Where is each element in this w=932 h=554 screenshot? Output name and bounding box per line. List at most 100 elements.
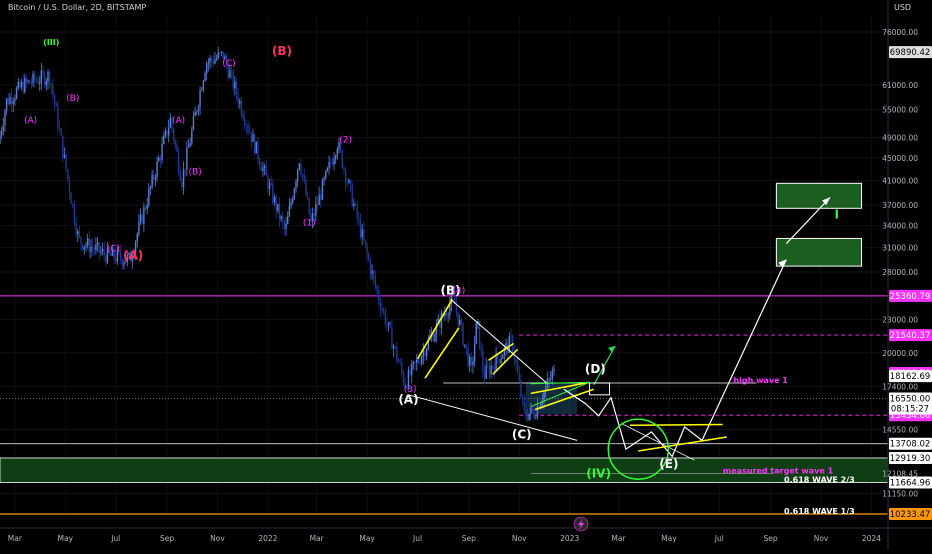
candle-body (5, 98, 8, 112)
candle-body (482, 350, 484, 372)
price-tag (889, 437, 932, 450)
candle-body (515, 359, 517, 364)
sub-wave-label: (B) (189, 168, 202, 178)
projection-path-upper (785, 196, 831, 245)
candle-body (40, 70, 43, 83)
candle-body (354, 203, 357, 205)
price-tag (889, 289, 932, 302)
candle-body (229, 70, 231, 78)
arrow-head-icon (608, 345, 616, 353)
price-tag-label: 15434.66 (890, 411, 931, 421)
candle-body (53, 94, 56, 104)
candle-body (247, 125, 249, 131)
candle-body (57, 106, 59, 129)
candle-body (341, 150, 344, 168)
x-tick-label: Nov (512, 534, 527, 543)
candle-body (435, 323, 438, 335)
candle-body (520, 380, 522, 397)
candle-body (212, 60, 215, 64)
candle-body (136, 233, 138, 243)
price-tag (889, 370, 932, 383)
candle-body (377, 290, 380, 301)
candle-body (291, 199, 294, 203)
candle-body (42, 70, 44, 74)
candle-body (206, 63, 208, 74)
candle-body (493, 366, 496, 371)
candle-body (252, 134, 254, 142)
candle-body (396, 346, 398, 361)
candle-body (296, 169, 299, 182)
channel-line (488, 342, 514, 361)
candle-body (116, 250, 119, 262)
wave-label: 0.618 WAVE 1/3 (784, 507, 855, 516)
wave-iv-circle (607, 418, 670, 480)
candle-body (440, 312, 443, 328)
candle-body (186, 147, 188, 170)
candle-body (457, 311, 459, 325)
candle-body (485, 365, 487, 379)
candle-body (300, 163, 302, 175)
support-zone (0, 457, 889, 483)
candle-body (118, 250, 120, 253)
candle-body (495, 353, 497, 371)
candle-body (60, 128, 62, 136)
candle-body (414, 361, 416, 363)
x-tick-label: May (58, 534, 74, 543)
candle-body (250, 132, 253, 142)
candle-body (376, 286, 378, 291)
candle-body (146, 205, 148, 210)
price-tag-label: 10233.47 (890, 510, 931, 520)
candle-body (128, 252, 130, 256)
x-tick-label: 2024 (862, 534, 881, 543)
candle-body (422, 350, 425, 357)
candle-body (184, 169, 186, 171)
price-tag (889, 451, 932, 464)
sub-wave-label: (A) (24, 116, 37, 126)
candle-body (402, 372, 405, 383)
candle-body (167, 127, 170, 136)
candle-body (55, 103, 57, 107)
y-tick-label: 12108.45 (882, 470, 918, 479)
candle-body (88, 238, 90, 253)
candle-body (334, 156, 337, 159)
candle-body (143, 207, 145, 224)
tradingview-logo-icon (573, 516, 589, 532)
candle-body (154, 177, 157, 180)
candle-body (273, 196, 276, 203)
candle-body (123, 262, 125, 266)
channel-line (530, 381, 590, 395)
candle-body (548, 379, 550, 380)
candle-body (392, 346, 395, 349)
candle-body (538, 405, 540, 409)
current-price-label: 16550.00 (890, 394, 931, 404)
candle-body (523, 397, 525, 410)
mini-triangle (530, 381, 590, 408)
candle-body (194, 112, 196, 117)
y-tick-label: 55000.00 (882, 106, 918, 115)
y-tick-label: 49000.00 (882, 134, 918, 143)
candle-body (182, 169, 185, 188)
current-price-tag (889, 392, 932, 415)
candle-body (394, 346, 396, 348)
candle-body (24, 77, 26, 93)
candle-body (217, 52, 219, 59)
wave-label: 0.618 WAVE 2/3 (784, 476, 855, 485)
x-tick-label: Sep (462, 534, 476, 543)
y-tick-label: 41000.00 (882, 176, 918, 185)
candle-body (265, 165, 267, 176)
sub-wave-label: (C) (222, 59, 235, 69)
candle-body (237, 94, 239, 104)
candle-body (326, 167, 329, 171)
candle-body (331, 163, 334, 165)
candle-body (29, 80, 31, 84)
sub-wave-label: (1) (303, 218, 316, 228)
candle-body (288, 205, 291, 217)
candle-body (232, 71, 234, 89)
candle-body (222, 51, 224, 59)
price-tag (889, 329, 932, 342)
wave-label: (A) (123, 248, 143, 262)
candle-body (323, 178, 325, 180)
candle-body (498, 358, 501, 364)
